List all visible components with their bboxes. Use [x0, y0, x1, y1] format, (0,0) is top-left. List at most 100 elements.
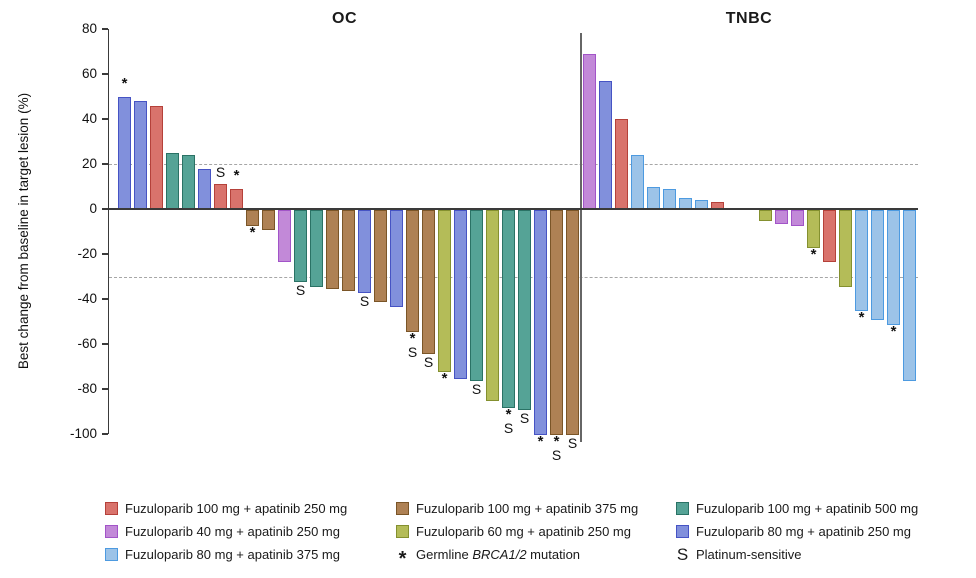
legend-label: Fuzuloparib 100 mg + apatinib 375 mg	[416, 501, 639, 516]
brca-gene-italic: BRCA1/2	[472, 547, 527, 562]
bar-tnbc-17	[855, 210, 868, 312]
y-tick-mark	[101, 433, 108, 435]
bar-annotation: *	[529, 433, 552, 450]
y-tick-mark	[101, 253, 108, 255]
y-tick-mark	[101, 298, 108, 300]
bar-tnbc-14	[807, 210, 820, 249]
legend-column-3: Fuzuloparib 100 mg + apatinib 500 mg Fuzu…	[676, 497, 918, 566]
bar-oc-8	[230, 188, 243, 209]
bar-annotation: S	[465, 382, 488, 397]
bar-annotation: * S	[497, 407, 520, 436]
germline-brca-marker: *	[409, 329, 416, 347]
bar-tnbc-15	[823, 210, 836, 262]
platinum-sensitive-marker: S	[551, 447, 562, 463]
bar-tnbc-5	[647, 186, 660, 209]
y-tick-mark	[101, 388, 108, 390]
bar-tnbc-11	[759, 210, 772, 222]
bar-tnbc-12	[775, 210, 788, 224]
bar-tnbc-2	[599, 80, 612, 209]
legend-label: Fuzuloparib 100 mg + apatinib 250 mg	[125, 501, 348, 516]
bar-oc-29	[566, 210, 579, 435]
bar-oc-11	[278, 210, 291, 262]
bar-oc-28	[550, 210, 563, 435]
bar-oc-10	[262, 210, 275, 231]
bar-oc-13	[310, 210, 323, 287]
y-tick-label: -80	[77, 381, 97, 396]
bar-annotation: S	[209, 165, 232, 180]
bar-annotation: *	[433, 371, 456, 386]
platinum-sensitive-marker: S	[567, 435, 578, 451]
x-axis-zero-line	[109, 208, 918, 210]
bar-oc-22	[454, 210, 467, 379]
germline-brca-marker: *	[553, 433, 560, 450]
legend: Fuzuloparib 100 mg + apatinib 250 mg Fuzu…	[0, 497, 976, 572]
f60a250-swatch	[396, 525, 409, 538]
bar-annotation: *	[225, 166, 248, 184]
y-tick-mark	[101, 343, 108, 345]
f100a375-swatch	[396, 502, 409, 515]
platinum-sensitive-marker: S	[503, 420, 514, 436]
bar-oc-27	[534, 210, 547, 435]
legend-label: Fuzuloparib 40 mg + apatinib 250 mg	[125, 524, 340, 539]
legend-label: Fuzuloparib 80 mg + apatinib 250 mg	[696, 524, 911, 539]
bar-oc-9	[246, 210, 259, 226]
platinum-sensitive-marker: S	[519, 410, 530, 427]
legend-label: Platinum-sensitive	[696, 547, 802, 562]
y-tick-mark	[101, 118, 108, 120]
y-tick-label: 80	[81, 21, 97, 36]
bar-oc-20	[422, 210, 435, 354]
bar-oc-14	[326, 210, 339, 289]
germline-brca-marker: *	[810, 246, 817, 264]
f100a250-swatch	[105, 502, 118, 515]
bar-oc-26	[518, 210, 531, 411]
legend-item: Fuzuloparib 100 mg + apatinib 500 mg	[676, 497, 918, 520]
panel-title-tnbc: TNBC	[725, 10, 773, 27]
bar-oc-25	[502, 210, 515, 408]
legend-label: Fuzuloparib 60 mg + apatinib 250 mg	[416, 524, 631, 539]
germline-brca-marker: *	[537, 433, 544, 450]
bar-tnbc-13	[791, 210, 804, 226]
bar-oc-2	[134, 101, 147, 209]
platinum-sensitive-marker: S	[215, 164, 226, 181]
bar-annotation: *	[113, 76, 136, 91]
platinum-sensitive-marker: S	[295, 282, 306, 298]
bar-oc-3	[150, 105, 163, 209]
bar-annotation: S	[353, 294, 376, 309]
bar-tnbc-20	[903, 210, 916, 381]
legend-label: Fuzuloparib 100 mg + apatinib 500 mg	[696, 501, 919, 516]
legend-item: Fuzuloparib 80 mg + apatinib 250 mg	[676, 520, 918, 543]
legend-item: Fuzuloparib 60 mg + apatinib 250 mg	[396, 520, 638, 543]
bar-oc-21	[438, 210, 451, 372]
bar-oc-17	[374, 210, 387, 303]
y-tick-mark	[101, 28, 108, 30]
bar-annotation: *	[850, 309, 873, 327]
f40a250-swatch	[105, 525, 118, 538]
bar-annotation: * S	[545, 433, 568, 463]
legend-item: Fuzuloparib 40 mg + apatinib 250 mg	[105, 520, 347, 543]
bar-oc-7	[214, 184, 227, 209]
bar-oc-15	[342, 210, 355, 291]
y-tick-label: 0	[89, 201, 97, 216]
y-tick-mark	[101, 163, 108, 165]
bar-annotation: *	[882, 324, 905, 339]
legend-item: Fuzuloparib 80 mg + apatinib 375 mg	[105, 543, 347, 566]
panel-title-oc: OC	[332, 10, 357, 27]
bar-annotation: *	[802, 246, 825, 264]
bar-annotation: S	[513, 411, 536, 426]
bar-oc-4	[166, 152, 179, 209]
bar-tnbc-1	[583, 53, 596, 209]
platinum-sensitive-marker: S	[407, 343, 418, 360]
germline-brca-marker: *	[233, 166, 240, 184]
y-tick-label: -40	[77, 291, 97, 306]
reference-line-20pct	[109, 164, 918, 165]
bar-tnbc-19	[887, 210, 900, 325]
bar-oc-24	[486, 210, 499, 402]
bar-oc-1	[118, 96, 131, 209]
bar-annotation: S	[289, 283, 312, 298]
germline-brca-marker: *	[858, 309, 865, 327]
bar-oc-16	[358, 210, 371, 294]
bar-oc-19	[406, 210, 419, 332]
legend-label: Fuzuloparib 80 mg + apatinib 375 mg	[125, 547, 340, 562]
bar-oc-18	[390, 210, 403, 307]
germline-brca-marker: *	[398, 547, 407, 570]
